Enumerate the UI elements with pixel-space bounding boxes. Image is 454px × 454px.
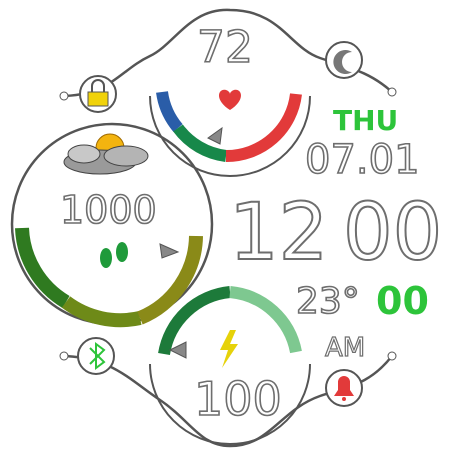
bluetooth-icon[interactable] bbox=[77, 337, 115, 375]
date: 07.01 bbox=[304, 136, 420, 184]
battery-gauge-needle bbox=[168, 341, 187, 359]
steps-gauge-needle bbox=[159, 243, 180, 259]
time-hours: 12 bbox=[228, 187, 329, 279]
heart-gauge-needle bbox=[207, 126, 223, 145]
decorative-dots bbox=[59, 87, 397, 361]
battery-gauge bbox=[158, 286, 302, 356]
heart-icon bbox=[219, 89, 241, 110]
temperature: 23° bbox=[295, 280, 360, 323]
steps-value: 1000 bbox=[59, 187, 157, 233]
time-seconds: 00 bbox=[376, 279, 429, 323]
weekday: THU bbox=[333, 104, 399, 137]
steps-gauge bbox=[15, 227, 203, 328]
lightning-icon bbox=[220, 330, 238, 368]
heart-rate-gauge bbox=[156, 90, 302, 163]
moon-icon[interactable] bbox=[325, 41, 363, 79]
time-minutes: 00 bbox=[342, 187, 443, 279]
battery-ring-outline bbox=[149, 363, 311, 445]
am-pm: AM bbox=[324, 332, 366, 363]
footprints-icon bbox=[100, 242, 128, 268]
cloudy-sun-icon bbox=[63, 133, 149, 175]
heart-ring-outline bbox=[149, 95, 311, 177]
battery-value: 100 bbox=[193, 371, 282, 427]
lock-icon[interactable] bbox=[79, 75, 117, 113]
heart-rate-value: 72 bbox=[196, 21, 254, 74]
alarm-bell-icon[interactable] bbox=[325, 369, 363, 407]
